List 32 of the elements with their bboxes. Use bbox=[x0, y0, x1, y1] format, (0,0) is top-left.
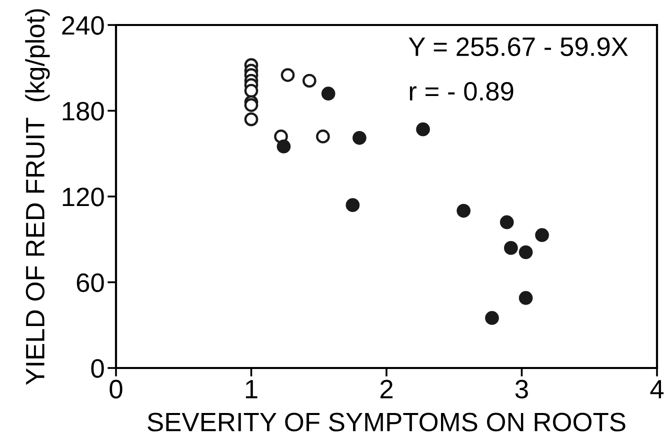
y-axis-title: YIELD OF RED FRUIT (kg/plot) bbox=[25, 9, 50, 385]
y-tick-label: 0 bbox=[91, 359, 104, 378]
point bbox=[500, 215, 514, 230]
point bbox=[456, 204, 471, 218]
point bbox=[485, 311, 499, 325]
point bbox=[244, 112, 258, 126]
x-tick-label: 0 bbox=[110, 380, 122, 398]
point bbox=[535, 228, 549, 242]
annotation: Y = 255.67 - 59.9X bbox=[408, 37, 628, 56]
point bbox=[504, 241, 518, 255]
annotation: r = - 0.89 bbox=[410, 82, 514, 101]
point bbox=[416, 122, 430, 136]
point bbox=[518, 245, 533, 260]
point bbox=[346, 198, 360, 212]
point bbox=[244, 98, 258, 112]
x-tick-label: 1 bbox=[246, 380, 258, 398]
y-tick-label: 180 bbox=[62, 102, 104, 121]
x-tick-label: 3 bbox=[515, 380, 528, 398]
y-tick-label: 60 bbox=[76, 273, 104, 292]
point bbox=[276, 140, 291, 154]
y-tick-label: 240 bbox=[62, 16, 104, 35]
point bbox=[321, 86, 336, 101]
point bbox=[352, 130, 366, 145]
point bbox=[244, 84, 258, 98]
x-tick-label: 4 bbox=[650, 380, 664, 398]
point bbox=[518, 291, 533, 305]
x-axis-title: SEVERITY OF SYMPTOMS ON ROOTS bbox=[148, 412, 626, 432]
point bbox=[302, 74, 316, 88]
point bbox=[316, 130, 330, 144]
point bbox=[280, 68, 295, 82]
y-tick-label: 120 bbox=[62, 188, 104, 206]
x-tick-label: 2 bbox=[380, 380, 393, 398]
